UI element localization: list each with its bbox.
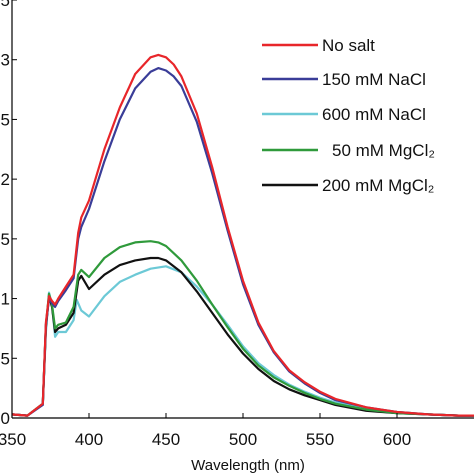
- y-tick-label: 3: [1, 51, 10, 70]
- ticks-layer: 350 400 450 500 550 600 0 .5 1 .5 2 .5 3 .5: [0, 0, 411, 449]
- x-tick-label: 450: [152, 430, 180, 449]
- x-axis-title: Wavelength (nm): [191, 457, 305, 474]
- legend-label: 200 mM MgCl₂: [322, 176, 434, 195]
- y-tick-label: .5: [0, 230, 10, 249]
- x-tick-label: 600: [383, 430, 411, 449]
- y-tick-label: 0: [1, 409, 10, 428]
- x-tick-label: 500: [229, 430, 257, 449]
- y-tick-label: .5: [0, 349, 10, 368]
- series-line-0: [11, 53, 474, 417]
- legend: No salt 150 mM NaCl 600 mM NaCl 50 mM MgCl₂…: [262, 36, 435, 195]
- series-layer: [11, 53, 474, 417]
- series-line-3: [11, 240, 474, 417]
- x-tick-label: 550: [306, 430, 334, 449]
- y-tick-label: 1: [1, 290, 10, 309]
- x-tick-label: 400: [75, 430, 103, 449]
- y-tick-label: .5: [0, 110, 10, 129]
- x-tick-label: 350: [0, 430, 26, 449]
- y-tick-label: 2: [1, 170, 10, 189]
- legend-label: 50 mM MgCl₂: [332, 141, 435, 160]
- y-tick-label: .5: [0, 0, 10, 10]
- legend-label: 600 mM NaCl: [322, 105, 426, 124]
- legend-label: 150 mM NaCl: [322, 70, 426, 89]
- legend-label: No salt: [322, 36, 375, 55]
